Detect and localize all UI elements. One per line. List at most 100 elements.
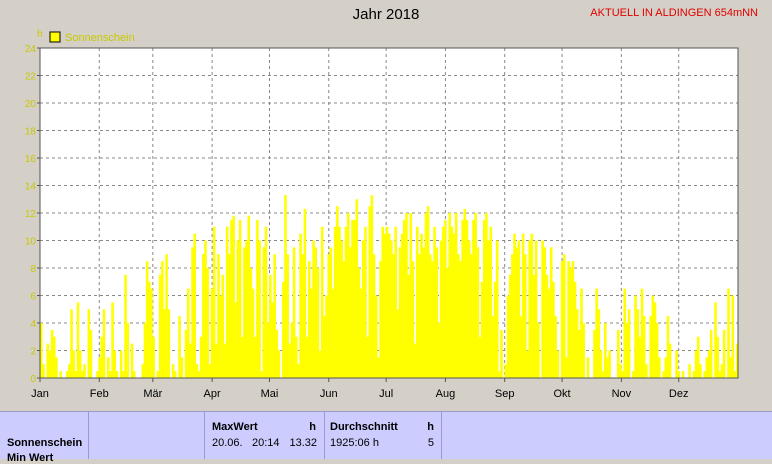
sunshine-bar (467, 240, 471, 378)
sunshine-bar (290, 323, 294, 378)
sunshine-bar (305, 336, 309, 378)
maxwert-header: MaxWert (212, 421, 258, 433)
sunshine-bar (230, 219, 233, 379)
sunshine-bar (616, 329, 620, 379)
sunshine-bar (452, 233, 456, 379)
sunshine-bar (731, 295, 735, 378)
sunshine-bar (424, 213, 428, 378)
y-tick-label: 6 (30, 292, 36, 303)
durchschnitt-header: Durchschnitt (330, 421, 398, 433)
chart-grid (40, 48, 738, 378)
sunshine-bar (716, 336, 719, 378)
sunshine-bar (325, 295, 328, 378)
sunshine-bar (387, 233, 391, 379)
sunshine-bar (444, 219, 447, 379)
sunshine-bar (487, 240, 490, 378)
sunshine-bar (625, 323, 629, 378)
maxwert-cell: MaxWert h 20.06. 20:14 13.32 (205, 412, 325, 459)
sunshine-bar (675, 350, 678, 378)
sunshine-bar (491, 316, 495, 379)
sunshine-bar (392, 254, 395, 378)
sunshine-bar (191, 247, 194, 379)
x-tick-label: Mai (261, 388, 279, 400)
sunshine-bar (195, 364, 199, 378)
sunshine-bar (161, 261, 164, 379)
sunshine-bar (189, 343, 192, 379)
sunshine-bar (115, 371, 119, 379)
sunshine-bar (642, 316, 646, 379)
y-tick-label: 10 (25, 237, 37, 248)
y-tick-label: 4 (30, 319, 36, 330)
sunshine-bar (199, 336, 203, 378)
sunshine-bar (517, 240, 521, 378)
sunshine-bar (707, 350, 711, 378)
sunshine-bar (262, 247, 266, 379)
sunshine-bar (619, 364, 622, 378)
legend-label: Sonnenschein (65, 32, 135, 44)
y-tick-label: 16 (25, 154, 37, 165)
sunshine-bar (439, 240, 443, 378)
sunshine-bar (253, 336, 257, 378)
sunshine-bar (394, 226, 397, 378)
legend-swatch (49, 31, 61, 43)
sunshine-bar (506, 295, 510, 378)
sunshine-bar (327, 254, 330, 378)
sunshine-bar (158, 274, 162, 379)
sunshine-bar (664, 357, 668, 379)
stats-panel: Sonnenschein Min Wert MaxWert h 20.06. 2… (0, 411, 772, 464)
sunshine-bar (338, 226, 341, 378)
sunshine-bar (489, 226, 493, 378)
y-tick-label: 14 (25, 182, 37, 193)
sunshine-bar (498, 371, 501, 379)
sunshine-bar (733, 371, 737, 379)
maxwert-date: 20.06. (212, 437, 243, 449)
y-tick-label: 22 (25, 72, 37, 83)
sunshine-bar (470, 254, 473, 378)
x-tick-label: Feb (90, 388, 109, 400)
sunshine-bar (651, 295, 655, 378)
sunshine-bar (349, 247, 352, 379)
sunshine-bar (571, 261, 575, 379)
sunshine-bar (500, 329, 503, 379)
sunshine-bar (662, 371, 665, 379)
sunshine-bar (318, 350, 322, 378)
sunshine-bar (688, 364, 691, 378)
sunshine-bar (580, 288, 583, 379)
sunshine-bar (634, 295, 637, 378)
sunshine-bar (74, 371, 78, 379)
sunshine-bar (258, 240, 261, 378)
sunshine-bar (260, 371, 263, 379)
sunshine-bar (714, 302, 717, 379)
sunshine-bar (152, 336, 155, 378)
sunshine-bar (377, 357, 380, 379)
sunshine-bar (232, 215, 235, 378)
sunshine-bar (405, 213, 408, 378)
sunshine-bar (145, 261, 149, 379)
durchschnitt-total: 1925:06 h (330, 437, 379, 449)
sunshine-bar (299, 233, 302, 379)
sunshine-bar (530, 233, 534, 379)
sunshine-bar (385, 226, 389, 378)
sunshine-bar (225, 226, 229, 378)
sunshine-bar (532, 274, 536, 379)
sunshine-bar (210, 288, 214, 379)
sunshine-bar (459, 261, 462, 379)
sunshine-bar (699, 364, 702, 378)
y-tick-label: 20 (25, 99, 37, 110)
sunshine-bar (696, 336, 700, 378)
x-tick-label: Jul (379, 388, 393, 400)
sunshine-bar (301, 254, 305, 378)
sunshine-bar (217, 254, 220, 378)
sunshine-bar (68, 364, 71, 378)
sunshine-bar (42, 364, 45, 378)
y-tick-label: 2 (30, 347, 36, 358)
sunshine-bar (437, 323, 441, 378)
sunshine-bar (286, 254, 289, 378)
sunshine-bar (52, 336, 56, 378)
sunshine-bar (364, 226, 367, 378)
sunshine-bar (333, 226, 337, 378)
sunshine-bar (40, 323, 43, 378)
sunshine-bar (703, 371, 706, 379)
